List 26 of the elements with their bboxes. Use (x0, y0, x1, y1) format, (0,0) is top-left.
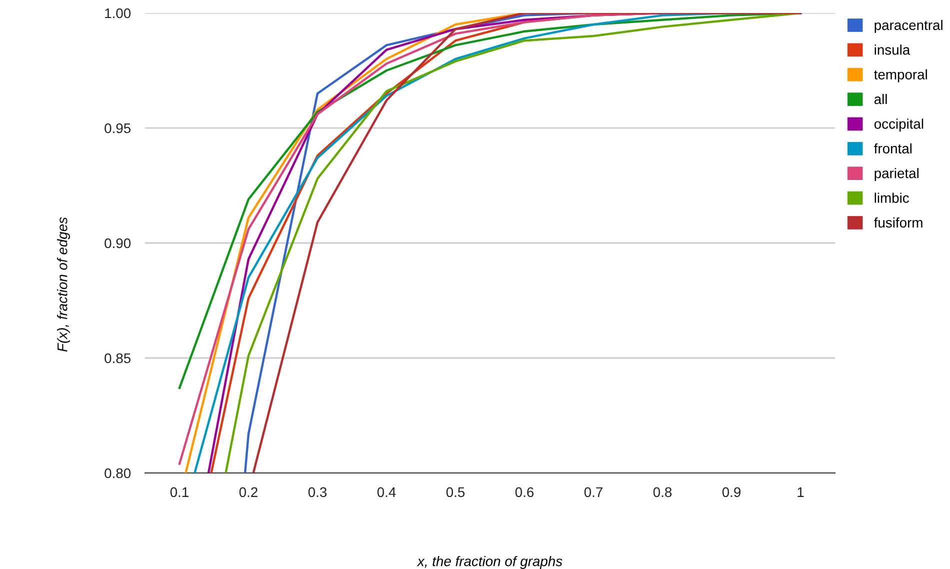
x-tick-label: 0.8 (653, 487, 672, 498)
y-tick-label: 0.90 (104, 238, 131, 248)
x-tick-label: 1 (798, 487, 804, 497)
x-tick-label: 0.1 (170, 487, 188, 498)
legend-label: parietal (874, 168, 918, 181)
x-tick-label: 0.6 (515, 487, 534, 498)
x-tick-label: 0.5 (446, 487, 465, 498)
legend-label: temporal (874, 69, 927, 82)
y-tick-label: 1.00 (105, 8, 131, 18)
y-tick-label: 0.85 (104, 353, 131, 364)
legend-label: all (874, 94, 887, 104)
x-axis-title: x, the fraction of graphs (416, 556, 562, 569)
legend-label: occipital (874, 118, 924, 132)
legend-label: paracentral (874, 20, 942, 33)
legend-label: frontal (874, 143, 912, 154)
y-axis-title: F(x), fraction of edges (57, 217, 70, 352)
x-tick-label: 0.2 (239, 487, 258, 498)
legend-label: insula (874, 44, 910, 55)
x-tick-label: 0.9 (722, 487, 740, 498)
x-tick-label: 0.4 (377, 487, 396, 498)
legend-label: limbic (874, 192, 909, 203)
y-tick-label: 0.95 (104, 123, 131, 134)
y-tick-label: 0.80 (104, 468, 131, 478)
legend-label: fusiform (874, 217, 922, 228)
x-tick-label: 0.3 (308, 487, 327, 498)
x-tick-label: 0.7 (584, 487, 602, 498)
